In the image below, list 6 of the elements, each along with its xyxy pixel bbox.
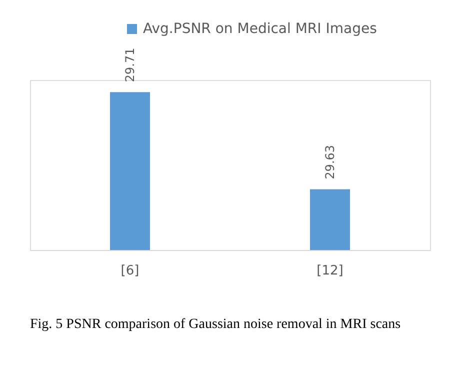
x-tick-label: [12] — [316, 264, 344, 278]
caption: Fig. 5 PSNR comparison of Gaussian noise removal in MRI scans — [30, 317, 401, 332]
x-tick-label: [6] — [120, 264, 140, 278]
data-label: 29.71 — [123, 48, 137, 82]
legend-label: Avg.PSNR on Medical MRI Images — [143, 21, 377, 37]
data-label: 29.63 — [323, 144, 337, 180]
